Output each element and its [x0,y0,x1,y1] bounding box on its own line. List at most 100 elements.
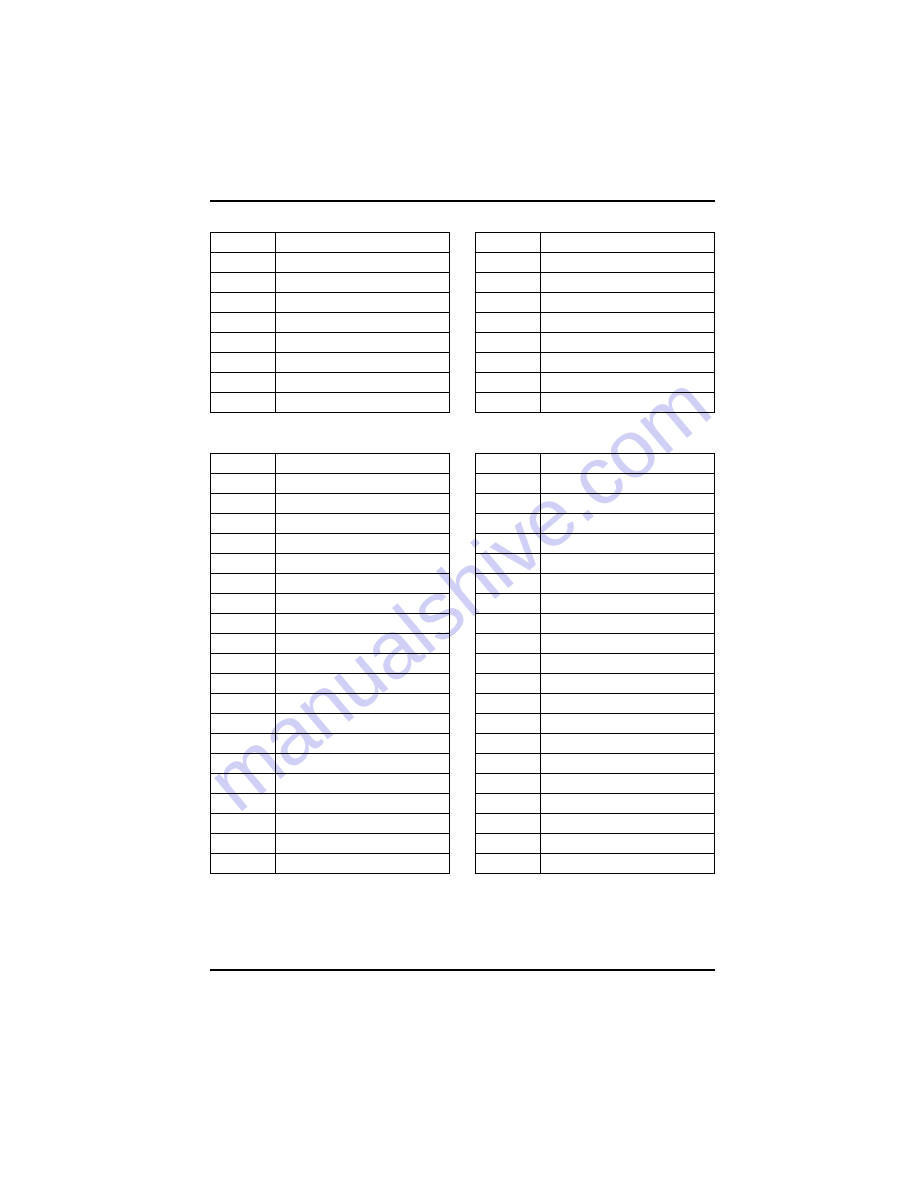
bottom-left-cell-col2 [275,614,449,634]
bottom-left-cell-col1 [211,794,276,814]
bottom-left-cell-col1 [211,734,276,754]
bottom-right-cell-col2 [540,514,714,534]
bottom-right-cell-col1 [476,674,541,694]
bottom-right-cell-col1 [476,774,541,794]
bottom-right-row [476,454,715,474]
bottom-tables-row [210,453,715,874]
bottom-right-cell-col1 [476,694,541,714]
bottom-right-row [476,554,715,574]
bottom-right-cell-col1 [476,834,541,854]
bottom-left-cell-col1 [211,494,276,514]
bottom-right-cell-col2 [540,654,714,674]
bottom-left-cell-col2 [275,594,449,614]
top-left-row [211,253,450,273]
bottom-right-cell-col2 [540,794,714,814]
bottom-right-row [476,794,715,814]
top-left-cell-col1 [211,333,276,353]
top-right-cell-col1 [476,313,541,333]
tables-vertical-gap [210,413,715,453]
top-right-cell-col1 [476,353,541,373]
top-left-row [211,333,450,353]
bottom-right-cell-col2 [540,554,714,574]
bottom-right-row [476,814,715,834]
bottom-right-cell-col1 [476,754,541,774]
top-right-table [475,232,715,413]
bottom-right-row [476,714,715,734]
bottom-left-cell-col1 [211,554,276,574]
bottom-left-cell-col1 [211,634,276,654]
top-left-cell-col2 [275,273,449,293]
bottom-left-row [211,694,450,714]
bottom-left-cell-col2 [275,814,449,834]
bottom-right-cell-col1 [476,794,541,814]
top-left-cell-col1 [211,373,276,393]
bottom-left-cell-col1 [211,774,276,794]
bottom-right-row [476,734,715,754]
top-left-cell-col2 [275,253,449,273]
bottom-left-cell-col2 [275,794,449,814]
bottom-right-row [476,474,715,494]
bottom-left-cell-col2 [275,834,449,854]
top-right-cell-col2 [540,273,714,293]
bottom-left-row [211,654,450,674]
bottom-left-cell-col2 [275,714,449,734]
bottom-left-table [210,453,450,874]
bottom-left-row [211,714,450,734]
bottom-left-row [211,814,450,834]
bottom-left-row [211,794,450,814]
bottom-right-cell-col1 [476,594,541,614]
top-left-cell-col1 [211,253,276,273]
bottom-right-cell-col2 [540,614,714,634]
top-left-cell-col2 [275,293,449,313]
bottom-left-cell-col1 [211,754,276,774]
bottom-right-cell-col2 [540,734,714,754]
bottom-right-row [476,854,715,874]
bottom-right-row [476,754,715,774]
top-right-cell-col1 [476,253,541,273]
top-right-row [476,313,715,333]
bottom-left-cell-col1 [211,454,276,474]
top-right-cell-col2 [540,293,714,313]
bottom-left-row [211,634,450,654]
bottom-right-cell-col1 [476,494,541,514]
bottom-left-cell-col1 [211,714,276,734]
bottom-right-row [476,574,715,594]
bottom-left-row [211,834,450,854]
bottom-left-cell-col1 [211,614,276,634]
top-left-row [211,353,450,373]
top-right-cell-col1 [476,293,541,313]
bottom-left-cell-col1 [211,594,276,614]
top-right-row [476,253,715,273]
bottom-right-row [476,494,715,514]
bottom-right-cell-col1 [476,454,541,474]
top-left-table [210,232,450,413]
bottom-left-row [211,494,450,514]
bottom-right-cell-col1 [476,554,541,574]
bottom-left-cell-col2 [275,674,449,694]
bottom-left-cell-col2 [275,474,449,494]
bottom-left-cell-col1 [211,834,276,854]
bottom-left-cell-col1 [211,514,276,534]
top-right-cell-col2 [540,373,714,393]
top-left-row [211,273,450,293]
bottom-right-cell-col2 [540,814,714,834]
bottom-right-row [476,834,715,854]
bottom-left-cell-col2 [275,754,449,774]
top-right-cell-col1 [476,333,541,353]
bottom-right-cell-col1 [476,814,541,834]
bottom-left-cell-col1 [211,694,276,714]
bottom-left-row [211,514,450,534]
bottom-left-cell-col2 [275,454,449,474]
bottom-left-cell-col2 [275,734,449,754]
bottom-left-row [211,734,450,754]
bottom-right-cell-col2 [540,454,714,474]
bottom-right-row [476,654,715,674]
top-left-cell-col1 [211,353,276,373]
bottom-right-cell-col1 [476,714,541,734]
bottom-left-cell-col1 [211,534,276,554]
top-right-row [476,333,715,353]
top-left-row [211,233,450,253]
bottom-right-cell-col1 [476,734,541,754]
bottom-right-cell-col2 [540,634,714,654]
bottom-right-cell-col1 [476,614,541,634]
